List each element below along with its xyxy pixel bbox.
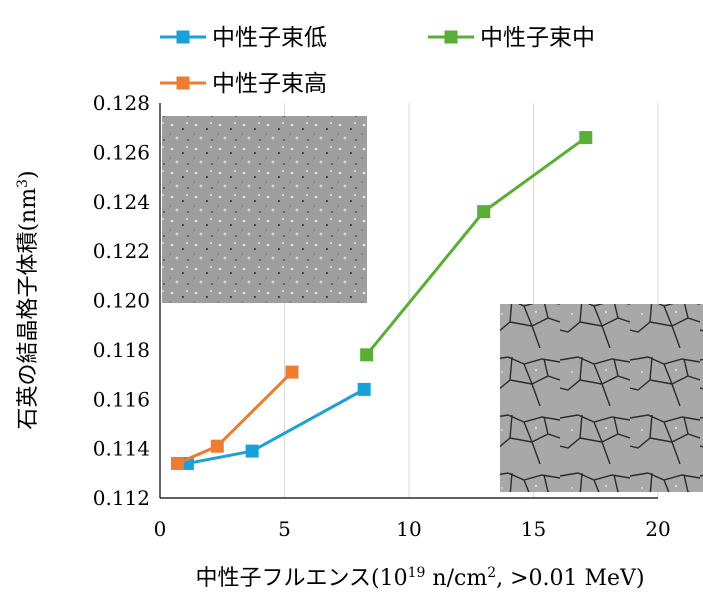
series-layer	[170, 131, 593, 470]
x-axis-title: 中性子フルエンス(1019 n/cm2, >0.01 MeV)	[195, 565, 644, 591]
x-axis-title-mid: n/cm	[425, 566, 487, 591]
x-axis-title-tail: , >0.01 MeV)	[496, 566, 644, 591]
x-tick-label: 0	[154, 517, 167, 541]
legend-item: 中性子束高	[160, 71, 327, 97]
legend-marker	[176, 30, 190, 44]
x-tick-label: 20	[645, 517, 670, 541]
y-axis-title-main: 石英の結晶格子体積(nm	[16, 188, 41, 430]
y-tick-label: 0.112	[93, 486, 150, 510]
y-axis-title-close: )	[16, 170, 41, 179]
legend-marker	[176, 76, 190, 90]
data-point	[579, 131, 593, 145]
y-tick-label: 0.126	[93, 140, 150, 164]
y-axis-title: 石英の結晶格子体積(nm3)	[15, 170, 41, 429]
series-2	[360, 131, 593, 362]
legend-label: 中性子束低	[212, 25, 327, 51]
legend-item: 中性子束中	[428, 25, 595, 51]
x-axis-title-exp: 19	[408, 565, 426, 581]
series-1	[180, 382, 371, 470]
y-tick-label: 0.128	[93, 91, 150, 115]
y-tick-label: 0.116	[93, 387, 150, 411]
y-tick-label: 0.122	[93, 239, 150, 263]
y-tick-label: 0.118	[93, 338, 150, 362]
data-point	[245, 444, 259, 458]
inset-micrograph-high-fluence	[500, 304, 703, 492]
data-point	[357, 382, 371, 396]
series-line	[176, 371, 294, 465]
data-point	[170, 456, 184, 470]
axis-tick-labels: 0 5 10 15 20 0.112 0.114 0.116 0.118 0.120 0.122 0.…	[93, 91, 671, 541]
x-tick-label: 15	[521, 517, 546, 541]
data-point	[210, 439, 224, 453]
y-axis-title-exp: 3	[15, 179, 31, 188]
y-tick-label: 0.124	[93, 190, 150, 214]
legend-label: 中性子束高	[212, 71, 327, 97]
legend-item: 中性子束低	[160, 25, 327, 51]
data-point	[285, 365, 299, 379]
y-tick-label: 0.120	[93, 289, 150, 313]
x-tick-label: 10	[396, 517, 421, 541]
x-axis-title-main: 中性子フルエンス(10	[195, 566, 407, 591]
series-3	[170, 365, 299, 470]
x-tick-label: 5	[278, 517, 291, 541]
legend-label: 中性子束中	[480, 25, 595, 51]
data-point	[477, 205, 491, 219]
legend-marker	[444, 30, 458, 44]
data-point	[360, 348, 374, 362]
x-axis-title-sq: 2	[487, 565, 496, 581]
inset-micrograph-low-fluence	[162, 116, 367, 303]
y-tick-label: 0.114	[93, 437, 150, 461]
